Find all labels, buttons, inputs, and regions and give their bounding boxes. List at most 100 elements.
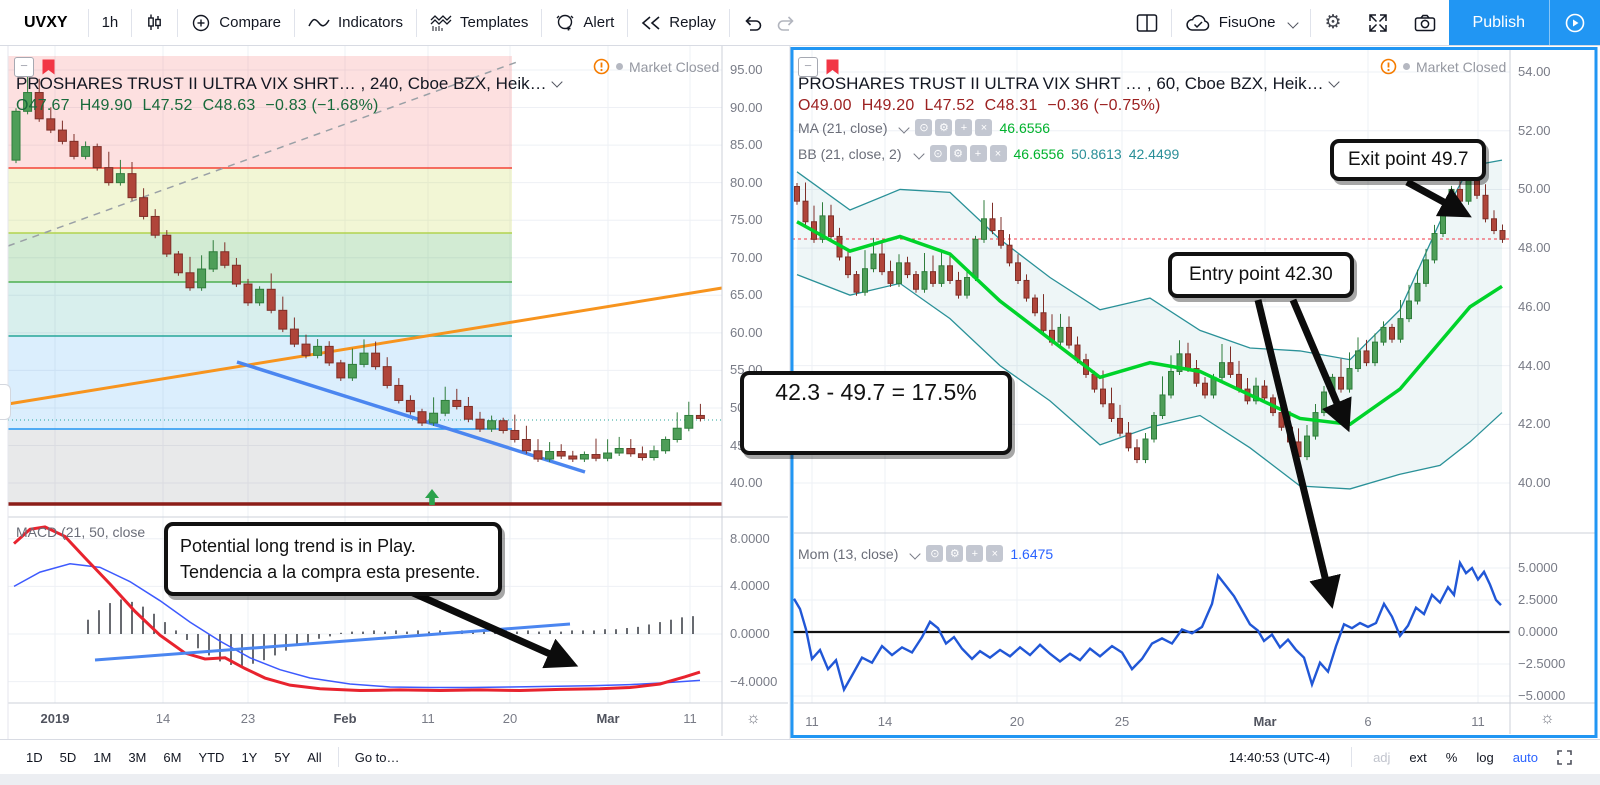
axis-label: 90.00 xyxy=(730,99,763,115)
maximize-brackets-icon[interactable] xyxy=(1557,749,1572,765)
trend-note-line1: Potential long trend is in Play. xyxy=(180,536,416,556)
range-5d[interactable]: 5D xyxy=(59,749,77,765)
axis-label: 54.00 xyxy=(1518,64,1551,79)
flag-icon[interactable] xyxy=(826,59,839,75)
trend-note[interactable]: Potential long trend is in Play. Tendenc… xyxy=(164,522,502,597)
remove-icon[interactable]: × xyxy=(989,145,1007,162)
range-buttons: 1D 5D 1M 3M 6M YTD 1Y 5Y All xyxy=(0,750,322,765)
flag-icon[interactable] xyxy=(42,59,55,75)
range-3m[interactable]: 3M xyxy=(128,749,147,765)
sidebar-collapse-handle[interactable] xyxy=(0,384,11,420)
macd-legend[interactable]: MACD (21, 50, close xyxy=(16,524,146,540)
axis-label: 48.00 xyxy=(1518,240,1551,256)
legend-collapse-icon[interactable]: − xyxy=(14,57,34,77)
axis-label: 20 xyxy=(1009,714,1025,729)
range-1d[interactable]: 1D xyxy=(26,749,43,765)
left-chart-title[interactable]: PROSHARES TRUST II ULTRA VIX SHRT… , 240… xyxy=(16,74,563,94)
ma-legend[interactable]: MA (21, close) ⊙ ⚙ + × 46.6556 xyxy=(798,119,1051,136)
divider xyxy=(177,8,179,37)
auto-toggle[interactable]: auto xyxy=(1512,749,1538,765)
alert-button[interactable]: Alert xyxy=(542,0,627,45)
bb-lower-value: 42.4499 xyxy=(1128,145,1180,162)
entry-point-note[interactable]: Entry point 42.30 xyxy=(1168,252,1354,298)
range-1y[interactable]: 1Y xyxy=(241,749,258,765)
axis-label: −4.0000 xyxy=(730,673,778,689)
compare-button[interactable]: Compare xyxy=(178,0,294,45)
legend-collapse-icon[interactable]: − xyxy=(798,57,818,77)
scale-settings-icon[interactable]: ☼ xyxy=(1540,710,1555,727)
axis-label: 70.00 xyxy=(730,249,763,265)
log-toggle[interactable]: log xyxy=(1476,749,1494,765)
axis-label: 60.00 xyxy=(730,324,763,340)
axis-label: 50.00 xyxy=(1518,181,1551,197)
interval-button[interactable]: 1h xyxy=(101,14,119,31)
remove-icon[interactable]: × xyxy=(975,119,993,136)
settings-icon[interactable]: ⚙ xyxy=(946,545,964,562)
goto-button[interactable]: Go to… xyxy=(354,749,400,765)
remove-icon[interactable]: × xyxy=(986,545,1004,562)
toolbar-right-group: FisuOne ⚙ Publish xyxy=(1123,0,1600,45)
eye-icon[interactable]: ⊙ xyxy=(915,119,933,136)
publish-button[interactable]: Publish xyxy=(1448,0,1549,45)
undo-button[interactable] xyxy=(730,0,776,45)
add-icon[interactable]: + xyxy=(955,119,973,136)
divider xyxy=(627,8,629,37)
wave-icon xyxy=(308,16,330,30)
settings-button[interactable]: ⚙ xyxy=(1311,0,1354,45)
chart-style-button[interactable] xyxy=(132,0,177,45)
layout-button[interactable] xyxy=(1123,0,1171,45)
left-market-status: Market Closed xyxy=(593,58,719,75)
profit-calc-note[interactable]: 42.3 - 49.7 = 17.5% xyxy=(740,371,1012,455)
indicators-button[interactable]: Indicators xyxy=(295,0,416,45)
range-ytd[interactable]: YTD xyxy=(198,749,225,765)
snapshot-button[interactable] xyxy=(1401,0,1449,45)
status-label: Market Closed xyxy=(629,58,720,75)
symbol-search-button[interactable]: UVXY xyxy=(24,13,68,31)
clock-label[interactable]: 14:40:53 (UTC-4) xyxy=(1228,749,1331,765)
axis-label: 25 xyxy=(1114,714,1130,729)
range-all[interactable]: All xyxy=(307,749,322,765)
publish-play-button[interactable] xyxy=(1549,0,1600,45)
range-6m[interactable]: 6M xyxy=(163,749,182,765)
exit-point-note[interactable]: Exit point 49.7 xyxy=(1330,139,1487,181)
indicator-buttons[interactable]: ⊙ ⚙ + × xyxy=(929,145,1007,162)
divider xyxy=(337,747,339,767)
right-chart-title[interactable]: PROSHARES TRUST II ULTRA VIX SHRT … , 60… xyxy=(798,74,1340,94)
cloud-account-button[interactable]: FisuOne xyxy=(1172,0,1311,45)
axis-label: 8.0000 xyxy=(730,530,770,546)
redo-button[interactable] xyxy=(776,0,809,45)
templates-button[interactable]: Templates xyxy=(417,0,541,45)
eye-icon[interactable]: ⊙ xyxy=(926,545,944,562)
indicator-buttons[interactable]: ⊙ ⚙ + × xyxy=(926,545,1004,562)
range-1m[interactable]: 1M xyxy=(93,749,112,765)
chevron-down-icon xyxy=(898,121,911,134)
ext-toggle[interactable]: ext xyxy=(1409,749,1427,765)
mom-legend[interactable]: Mom (13, close) ⊙ ⚙ + × 1.6475 xyxy=(798,545,1054,562)
indicator-buttons[interactable]: ⊙ ⚙ + × xyxy=(915,119,993,136)
axis-label: Mar xyxy=(1253,714,1277,729)
settings-icon[interactable]: ⚙ xyxy=(949,145,967,162)
chevron-down-icon xyxy=(909,547,922,560)
undo-icon xyxy=(743,14,763,32)
fullscreen-button[interactable] xyxy=(1355,0,1401,45)
bb-legend[interactable]: BB (21, close, 2) ⊙ ⚙ + × 46.6556 50.8613 4… xyxy=(798,145,1180,162)
divider xyxy=(728,8,730,37)
axis-label: 20 xyxy=(502,711,518,726)
scale-settings-icon[interactable]: ☼ xyxy=(746,710,761,727)
replay-button[interactable]: Replay xyxy=(628,0,729,45)
eye-icon[interactable]: ⊙ xyxy=(929,145,947,162)
top-toolbar: UVXY 1h Compare Indicators Templates Ale… xyxy=(0,0,1600,46)
axis-label: 11 xyxy=(683,711,697,726)
axis-label: 2.5000 xyxy=(1518,592,1558,607)
axis-label: Mar xyxy=(596,711,620,726)
redo-icon xyxy=(776,14,796,32)
axis-label: 14 xyxy=(877,714,893,729)
settings-icon[interactable]: ⚙ xyxy=(935,119,953,136)
percent-toggle[interactable]: % xyxy=(1445,749,1458,765)
add-icon[interactable]: + xyxy=(969,145,987,162)
layout-icon xyxy=(1136,13,1158,33)
range-5y[interactable]: 5Y xyxy=(274,749,291,765)
add-icon[interactable]: + xyxy=(966,545,984,562)
